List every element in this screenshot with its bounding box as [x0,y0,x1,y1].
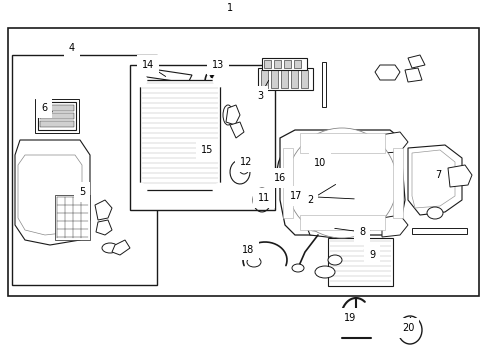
Bar [35,99,79,133]
Text: 5: 5 [79,187,85,197]
Bar [40,113,74,119]
Polygon shape [404,68,421,82]
Bar [270,70,278,88]
Polygon shape [96,220,112,235]
Ellipse shape [295,167,307,179]
Text: 7: 7 [434,170,440,180]
Ellipse shape [349,192,365,208]
Polygon shape [407,55,424,68]
Polygon shape [55,195,90,240]
Bar [262,58,306,70]
Bar [261,70,267,88]
Bar [8,28,478,296]
Ellipse shape [134,184,146,196]
Bar [301,70,307,88]
Bar [299,133,384,153]
Bar [283,148,292,218]
Text: 18: 18 [242,245,254,255]
Bar [293,60,301,68]
Polygon shape [15,140,90,245]
Ellipse shape [327,172,387,228]
Bar [38,102,76,130]
Ellipse shape [246,257,261,267]
Bar [392,148,402,218]
Ellipse shape [239,162,248,174]
Ellipse shape [254,191,264,201]
Bar [130,65,274,210]
Text: 9: 9 [368,250,374,260]
Polygon shape [374,65,399,80]
Bar [299,215,384,230]
Polygon shape [229,122,244,138]
Bar [40,105,74,111]
Text: 8: 8 [358,227,365,237]
Text: 14: 14 [142,60,154,70]
Polygon shape [407,145,461,215]
Text: 2: 2 [306,195,312,205]
Bar [321,62,325,107]
Text: 15: 15 [201,145,213,155]
Bar [284,184,293,194]
Bar [290,70,297,88]
Ellipse shape [214,184,225,196]
Text: 10: 10 [313,158,325,168]
Polygon shape [280,130,404,235]
Bar [281,70,287,88]
Text: 16: 16 [273,173,285,183]
Polygon shape [112,240,130,255]
Polygon shape [225,105,240,125]
Ellipse shape [223,105,232,125]
Bar [327,238,392,286]
Text: 4: 4 [69,43,75,53]
Polygon shape [447,165,471,187]
Polygon shape [305,215,349,238]
Text: 13: 13 [211,60,224,70]
Ellipse shape [134,74,146,86]
Bar [273,60,281,68]
Ellipse shape [321,222,331,232]
Ellipse shape [214,74,225,86]
Text: 20: 20 [401,323,413,333]
Text: 19: 19 [343,313,355,323]
Ellipse shape [209,72,216,78]
Ellipse shape [397,316,421,344]
Bar [140,80,220,190]
Ellipse shape [102,243,118,253]
Text: 17: 17 [289,191,302,201]
Ellipse shape [314,266,334,278]
Polygon shape [381,215,407,237]
Polygon shape [411,150,454,208]
Ellipse shape [305,163,325,183]
Bar [40,121,74,127]
Ellipse shape [291,264,304,272]
Bar [411,228,466,234]
Bar [282,182,295,196]
Text: 11: 11 [257,193,269,203]
Text: 3: 3 [256,91,263,101]
Text: 1: 1 [226,3,233,13]
Ellipse shape [276,135,352,211]
Ellipse shape [404,324,414,336]
Text: 6: 6 [41,103,47,113]
Bar [12,55,157,285]
Polygon shape [95,200,112,220]
Polygon shape [18,155,82,235]
Ellipse shape [426,207,442,219]
Ellipse shape [286,128,396,238]
Bar [284,60,290,68]
Polygon shape [379,132,407,153]
Ellipse shape [327,255,341,265]
Bar [264,60,270,68]
Bar [258,68,312,90]
Text: 12: 12 [239,157,252,167]
Polygon shape [140,68,192,83]
Polygon shape [307,220,343,234]
